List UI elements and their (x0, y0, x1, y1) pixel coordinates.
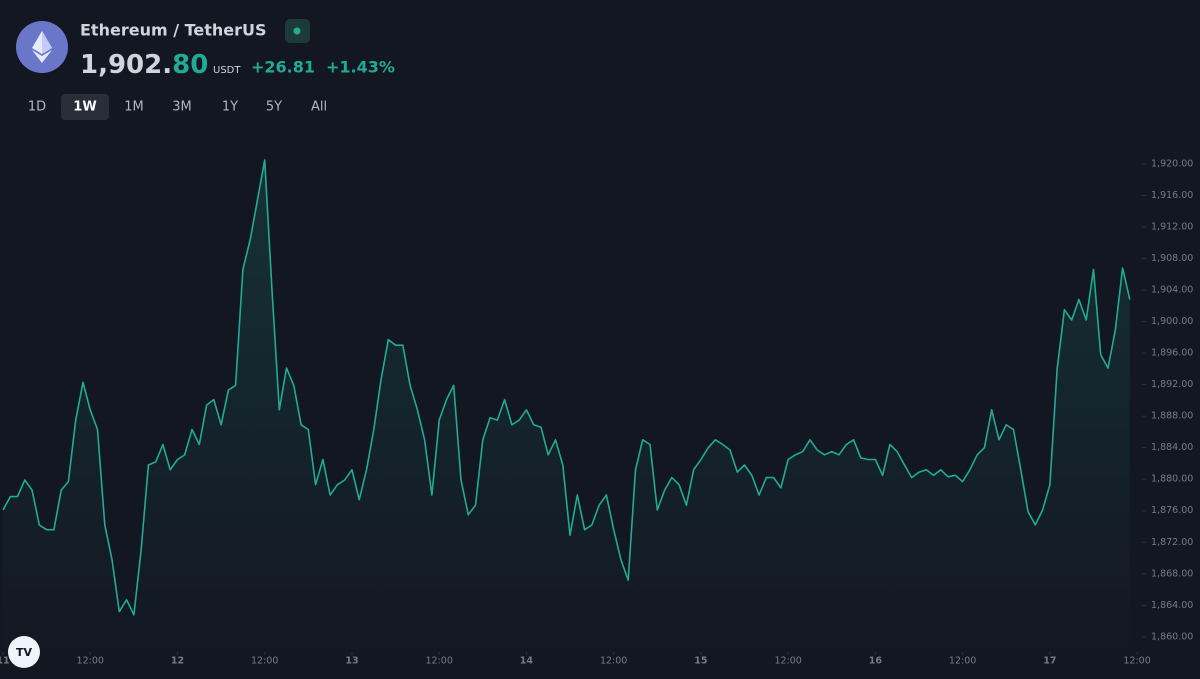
y-tick-label: 1,920.00 (1151, 158, 1193, 169)
pair-title: Ethereum / TetherUS (80, 21, 267, 40)
currency: USDT (213, 65, 241, 76)
y-tick-label: 1,896.00 (1151, 348, 1193, 359)
x-tick-label: 12:00 (77, 656, 104, 667)
y-tick-label: 1,884.00 (1151, 442, 1193, 453)
x-tick-label: 11 (0, 656, 10, 667)
price-change-pct: +1.43% (326, 58, 395, 77)
range-tab[interactable]: All (311, 100, 327, 115)
range-tab[interactable]: 1Y (222, 100, 238, 115)
y-tick-label: 1,872.00 (1151, 537, 1193, 548)
x-tick-label: 12:00 (949, 656, 976, 667)
price-decimals: 80 (172, 50, 208, 80)
x-tick-label: 12 (171, 656, 184, 667)
range-tab[interactable]: 3M (172, 100, 192, 115)
y-tick-label: 1,880.00 (1151, 474, 1193, 485)
y-tick-label: 1,900.00 (1151, 316, 1193, 327)
y-tick-label: 1,860.00 (1151, 631, 1193, 642)
y-tick-label: 1,864.00 (1151, 600, 1193, 611)
svg-text:TV: TV (16, 646, 33, 659)
price-line (2, 159, 1131, 616)
price-main: 1,902. (80, 50, 172, 80)
x-tick-label: 13 (345, 656, 358, 667)
y-tick-label: 1,888.00 (1151, 411, 1193, 422)
y-tick-label: 1,892.00 (1151, 379, 1193, 390)
y-tick-label: 1,904.00 (1151, 285, 1193, 296)
range-tab[interactable]: 5Y (266, 100, 282, 115)
x-tick-label: 16 (869, 656, 883, 667)
range-tab[interactable]: 1D (28, 100, 46, 115)
area-fill (3, 160, 1130, 655)
y-tick-label: 1,916.00 (1151, 190, 1193, 201)
y-tick-label: 1,908.00 (1151, 253, 1193, 264)
price-change: +26.81 (251, 58, 315, 77)
x-tick-label: 12:00 (425, 656, 452, 667)
range-tab[interactable]: 1W (73, 100, 96, 115)
coin-icon (16, 21, 68, 73)
y-tick-label: 1,868.00 (1151, 568, 1193, 579)
x-tick-label: 12:00 (251, 656, 278, 667)
range-tab-active-bg (61, 94, 109, 120)
x-tick-label: 14 (520, 656, 534, 667)
x-tick-label: 12:00 (600, 656, 627, 667)
x-tick-label: 17 (1043, 656, 1056, 667)
price: 1,902.80 (80, 50, 208, 80)
x-tick-label: 12:00 (1123, 656, 1150, 667)
range-tabs: 1D 1W 1M 3M 1Y 5Y All (28, 94, 327, 120)
plot: 1,860.00 1,864.00 1,868.00 1,872.00 1,876.00… (0, 158, 1193, 666)
tv-logo: TV (8, 636, 40, 668)
y-tick-label: 1,876.00 (1151, 505, 1193, 516)
range-tab[interactable]: 1M (124, 100, 144, 115)
x-tick-label: 15 (694, 656, 707, 667)
status-dot (293, 27, 301, 35)
x-tick-label: 12:00 (774, 656, 801, 667)
y-tick-label: 1,912.00 (1151, 221, 1193, 232)
